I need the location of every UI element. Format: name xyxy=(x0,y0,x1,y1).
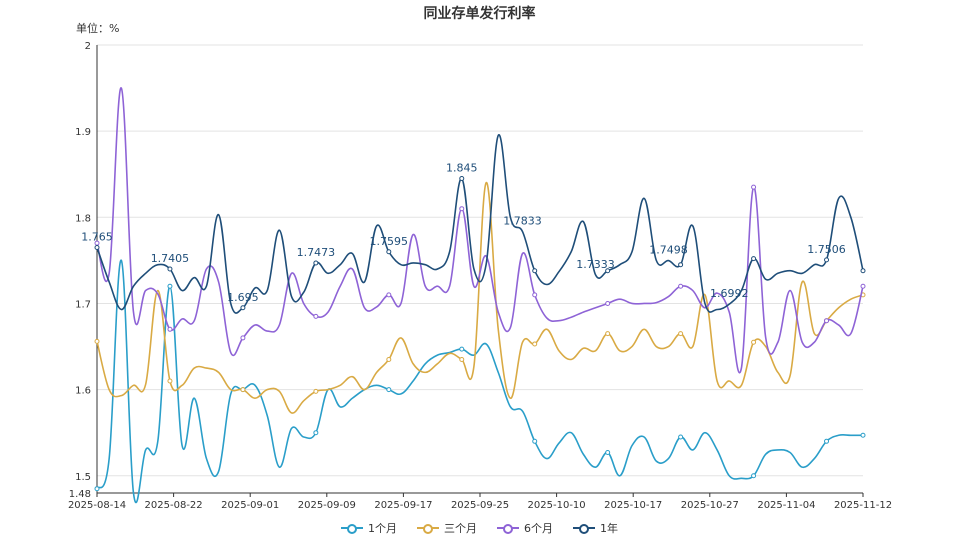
legend-item[interactable]: 1年 xyxy=(573,520,618,536)
series-line-2 xyxy=(96,87,864,374)
y-tick-label: 1.48 xyxy=(69,489,91,500)
data-point xyxy=(751,184,757,190)
data-point xyxy=(94,486,100,492)
data-point xyxy=(860,283,866,289)
data-point xyxy=(605,300,611,306)
x-tick-label: 2025-09-25 xyxy=(451,500,509,511)
legend: 1个月 三个月 6个月 1年 xyxy=(0,520,959,536)
data-label: 1.7595 xyxy=(370,235,409,248)
data-point xyxy=(678,262,684,268)
data-point xyxy=(678,331,684,337)
legend-label: 三个月 xyxy=(444,522,477,535)
data-point xyxy=(313,430,319,436)
series-line-3 xyxy=(96,134,864,314)
data-point xyxy=(824,318,830,324)
data-label: 1.6992 xyxy=(710,287,749,300)
x-tick-label: 2025-11-04 xyxy=(757,500,815,511)
x-tick-label: 2025-09-17 xyxy=(374,500,432,511)
data-label: 1.7506 xyxy=(807,243,846,256)
data-point xyxy=(313,313,319,319)
data-point xyxy=(94,244,100,250)
legend-label: 6个月 xyxy=(524,522,553,535)
data-point xyxy=(532,268,538,274)
series-line-1 xyxy=(96,182,864,414)
data-point xyxy=(240,305,246,311)
data-point xyxy=(751,473,757,479)
data-point xyxy=(167,283,173,289)
data-point xyxy=(532,341,538,347)
x-tick-label: 2025-10-10 xyxy=(528,500,586,511)
data-point xyxy=(532,292,538,298)
data-point xyxy=(386,387,392,393)
x-tick-label: 2025-10-27 xyxy=(681,500,739,511)
data-point xyxy=(605,268,611,274)
data-label: 1.7473 xyxy=(297,246,336,259)
data-point xyxy=(459,176,465,182)
legend-item[interactable]: 6个月 xyxy=(497,520,553,536)
data-point xyxy=(167,266,173,272)
legend-label: 1个月 xyxy=(368,522,397,535)
y-tick-label: 2 xyxy=(85,41,91,52)
x-tick-label: 2025-09-09 xyxy=(298,500,356,511)
unit-label: 单位：% xyxy=(76,22,120,35)
legend-label: 1年 xyxy=(600,522,618,535)
y-tick-label: 1.7 xyxy=(75,299,91,310)
x-tick-label: 2025-09-01 xyxy=(221,500,279,511)
data-point xyxy=(167,326,173,332)
legend-swatch xyxy=(497,523,519,534)
legend-swatch xyxy=(341,523,363,534)
data-label: 1.7405 xyxy=(151,252,190,265)
data-point xyxy=(824,257,830,263)
data-point xyxy=(860,268,866,274)
data-point xyxy=(386,356,392,362)
data-point xyxy=(386,292,392,298)
data-point xyxy=(824,438,830,444)
legend-swatch xyxy=(573,523,595,534)
y-tick-label: 1.8 xyxy=(75,213,91,224)
data-point xyxy=(240,335,246,341)
data-point xyxy=(532,438,538,444)
legend-item[interactable]: 1个月 xyxy=(341,520,397,536)
data-point xyxy=(386,249,392,255)
data-point xyxy=(459,356,465,362)
chart-title: 同业存单发行利率 xyxy=(423,6,536,22)
x-tick-label: 2025-08-22 xyxy=(145,500,203,511)
x-tick-label: 2025-11-12 xyxy=(834,500,892,511)
legend-item[interactable]: 三个月 xyxy=(417,520,477,536)
data-point xyxy=(860,432,866,438)
data-point xyxy=(605,331,611,337)
data-point xyxy=(678,283,684,289)
data-label: 1.765 xyxy=(81,230,113,243)
data-point xyxy=(605,450,611,456)
data-label: 1.7333 xyxy=(576,258,615,271)
y-tick-label: 1.6 xyxy=(75,386,91,397)
data-point xyxy=(751,339,757,345)
x-tick-label: 2025-08-14 xyxy=(68,500,126,511)
data-point xyxy=(678,434,684,440)
data-point xyxy=(167,378,173,384)
x-tick-label: 2025-10-17 xyxy=(604,500,662,511)
data-label: 1.695 xyxy=(227,291,259,304)
data-point xyxy=(313,260,319,266)
data-point xyxy=(751,256,757,262)
data-label: 1.7833 xyxy=(503,215,542,228)
data-label: 1.7498 xyxy=(649,244,688,257)
data-point xyxy=(240,387,246,393)
y-tick-label: 1.5 xyxy=(75,472,91,483)
y-tick-label: 1.9 xyxy=(75,127,91,138)
legend-swatch xyxy=(417,523,439,534)
data-point xyxy=(94,338,100,344)
data-point xyxy=(313,388,319,394)
data-point xyxy=(459,346,465,352)
data-point xyxy=(459,206,465,212)
data-label: 1.845 xyxy=(446,162,478,175)
